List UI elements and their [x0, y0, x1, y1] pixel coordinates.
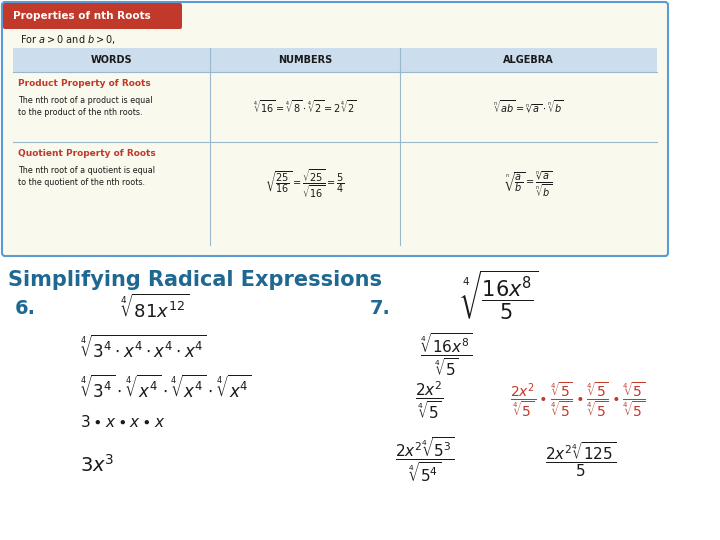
Text: Product Property of Roots: Product Property of Roots: [18, 79, 150, 89]
FancyBboxPatch shape: [3, 3, 182, 29]
Text: $\dfrac{2x^2\sqrt[4]{125}}{5}$: $\dfrac{2x^2\sqrt[4]{125}}{5}$: [545, 441, 616, 480]
FancyBboxPatch shape: [2, 2, 668, 256]
Text: For $a > 0$ and $b > 0$,: For $a > 0$ and $b > 0$,: [20, 33, 116, 46]
Text: Properties of nth Roots: Properties of nth Roots: [13, 11, 150, 21]
Text: NUMBERS: NUMBERS: [278, 55, 332, 65]
Text: $\sqrt[4]{\dfrac{16x^8}{5}}$: $\sqrt[4]{\dfrac{16x^8}{5}}$: [460, 268, 539, 322]
Text: $\sqrt[4]{3^4 \cdot x^4 \cdot x^4 \cdot x^4}$: $\sqrt[4]{3^4 \cdot x^4 \cdot x^4 \cdot …: [80, 334, 207, 362]
Text: ALGEBRA: ALGEBRA: [503, 55, 554, 65]
Text: 7.: 7.: [370, 299, 391, 318]
Text: $\dfrac{2x^2\sqrt[4]{5^3}}{\sqrt[4]{5^4}}$: $\dfrac{2x^2\sqrt[4]{5^3}}{\sqrt[4]{5^4}…: [395, 436, 455, 484]
Text: WORDS: WORDS: [91, 55, 132, 65]
Text: $\sqrt[4]{3^4} \cdot \sqrt[4]{x^4} \cdot \sqrt[4]{x^4} \cdot \sqrt[4]{x^4}$: $\sqrt[4]{3^4} \cdot \sqrt[4]{x^4} \cdot…: [80, 374, 252, 402]
Text: $\dfrac{\sqrt[4]{16x^8}}{\sqrt[4]{5}}$: $\dfrac{\sqrt[4]{16x^8}}{\sqrt[4]{5}}$: [420, 332, 472, 379]
Text: $3x^3$: $3x^3$: [80, 454, 114, 476]
Text: $\sqrt[4]{16} = \sqrt[4]{8} \cdot \sqrt[4]{2} = 2\sqrt[4]{2}$: $\sqrt[4]{16} = \sqrt[4]{8} \cdot \sqrt[…: [253, 99, 357, 116]
Text: The nth root of a product is equal
to the product of the nth roots.: The nth root of a product is equal to th…: [18, 96, 153, 117]
Text: $\sqrt[n]{ab} = \sqrt[n]{a} \cdot \sqrt[n]{b}$: $\sqrt[n]{ab} = \sqrt[n]{a} \cdot \sqrt[…: [493, 99, 564, 116]
Text: The nth root of a quotient is equal
to the quotient of the nth roots.: The nth root of a quotient is equal to t…: [18, 166, 155, 187]
Text: 6.: 6.: [15, 299, 36, 318]
Text: $\sqrt{\dfrac{25}{16}} = \dfrac{\sqrt{25}}{\sqrt{16}} = \dfrac{5}{4}$: $\sqrt{\dfrac{25}{16}} = \dfrac{\sqrt{25…: [265, 168, 345, 200]
Bar: [13, 48, 657, 72]
Text: Quotient Property of Roots: Quotient Property of Roots: [18, 150, 156, 159]
Text: $\dfrac{2x^2}{\sqrt[4]{5}}$: $\dfrac{2x^2}{\sqrt[4]{5}}$: [415, 379, 444, 421]
Text: $\sqrt[4]{81x^{12}}$: $\sqrt[4]{81x^{12}}$: [120, 294, 189, 322]
Text: $\sqrt[n]{\dfrac{a}{b}} = \dfrac{\sqrt[n]{a}}{\sqrt[n]{b}}$: $\sqrt[n]{\dfrac{a}{b}} = \dfrac{\sqrt[n…: [505, 170, 552, 199]
Text: $3 \bullet x \bullet x \bullet x$: $3 \bullet x \bullet x \bullet x$: [80, 414, 166, 430]
Text: $\dfrac{2x^2}{\sqrt[4]{5}} \bullet \dfrac{\sqrt[4]{5}}{\sqrt[4]{5}} \bullet \dfr: $\dfrac{2x^2}{\sqrt[4]{5}} \bullet \dfra…: [510, 381, 645, 419]
Text: Simplifying Radical Expressions: Simplifying Radical Expressions: [8, 270, 382, 290]
